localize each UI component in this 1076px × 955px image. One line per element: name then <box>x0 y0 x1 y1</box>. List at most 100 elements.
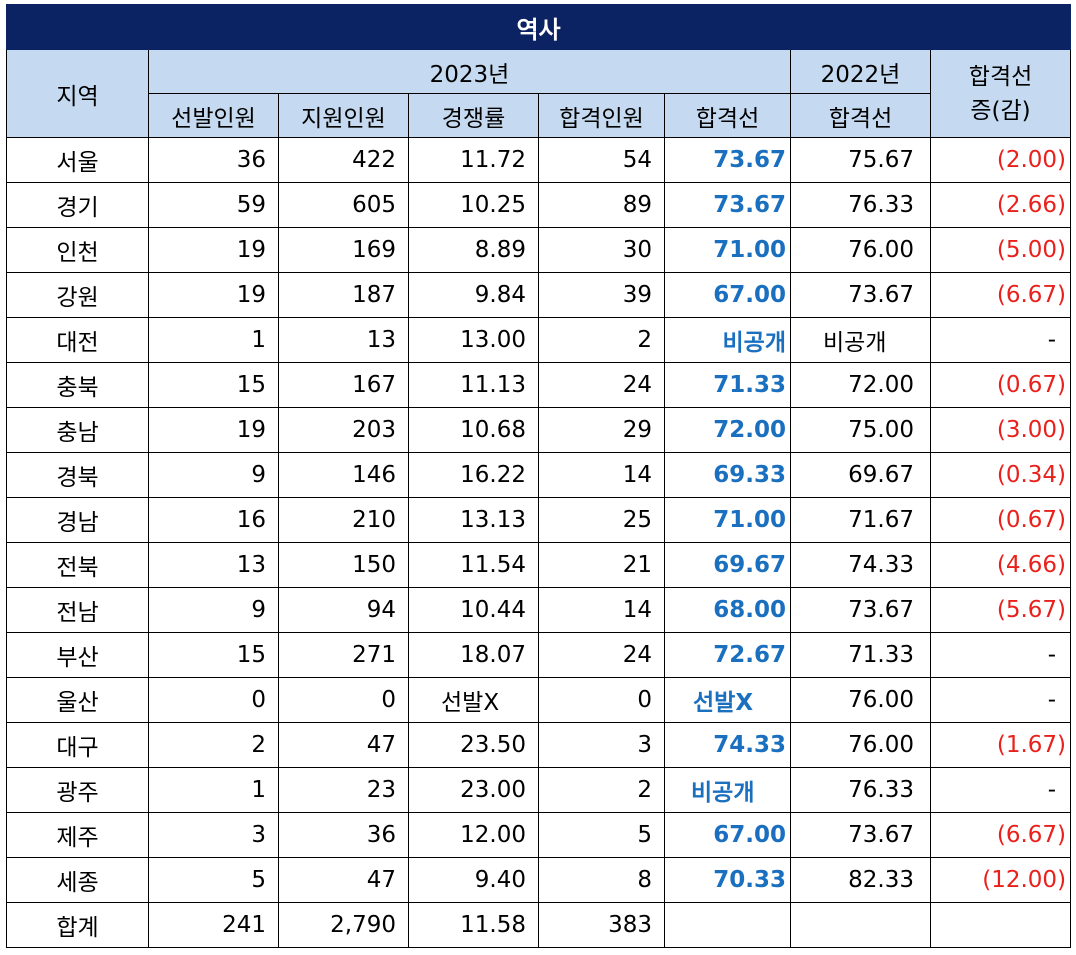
table-row: 서울 36 422 11.72 54 73.67 75.67 (2.00) <box>6 137 1072 183</box>
cell-total-select: 241 <box>148 902 279 948</box>
cell-select: 1 <box>148 317 279 363</box>
cell-pass: 5 <box>538 812 665 858</box>
cell-apply: 146 <box>278 452 409 498</box>
cell-cut: 74.33 <box>664 722 791 768</box>
cell-diff: (1.67) <box>929 722 1072 768</box>
cell-ratio: 23.50 <box>408 722 539 768</box>
cell-select: 2 <box>148 722 279 768</box>
cell-diff: (6.67) <box>929 812 1072 858</box>
cell-region: 전북 <box>6 542 149 588</box>
cell-select: 59 <box>148 182 279 228</box>
cell-region: 경기 <box>6 182 149 228</box>
cell-region: 부산 <box>6 632 149 678</box>
cell-ratio: 10.68 <box>408 407 539 453</box>
table-row: 경남 16 210 13.13 25 71.00 71.67 (0.67) <box>6 497 1072 543</box>
cell-ratio: 선발X <box>408 677 539 723</box>
cell-diff: (12.00) <box>929 857 1072 903</box>
cell-prev-cut: 69.67 <box>790 452 931 498</box>
cell-region: 전남 <box>6 587 149 633</box>
cell-region: 세종 <box>6 857 149 903</box>
cell-apply: 13 <box>278 317 409 363</box>
cell-apply: 203 <box>278 407 409 453</box>
cell-cut: 68.00 <box>664 587 791 633</box>
cell-pass: 14 <box>538 587 665 633</box>
cell-cut: 67.00 <box>664 812 791 858</box>
cell-pass: 3 <box>538 722 665 768</box>
cell-diff: (4.66) <box>929 542 1072 588</box>
cell-prev-cut: 72.00 <box>790 362 931 408</box>
cell-diff: - <box>929 767 1072 813</box>
results-table-container: 역사 지역 2023년 2022년 합격선 증(감) 선발인원 지원인원 경쟁률… <box>5 4 1072 948</box>
cell-region: 제주 <box>6 812 149 858</box>
cell-apply: 605 <box>278 182 409 228</box>
cell-ratio: 13.13 <box>408 497 539 543</box>
cell-diff: (2.66) <box>929 182 1072 228</box>
total-row: 합계 241 2,790 11.58 383 <box>6 902 1072 948</box>
cell-ratio: 9.84 <box>408 272 539 318</box>
cell-apply: 23 <box>278 767 409 813</box>
table-row: 부산 15 271 18.07 24 72.67 71.33 - <box>6 632 1072 678</box>
cell-select: 1 <box>148 767 279 813</box>
cell-diff: - <box>929 317 1072 363</box>
cell-region: 대전 <box>6 317 149 363</box>
table-row: 대전 1 13 13.00 2 비공개 비공개 - <box>6 317 1072 363</box>
cell-apply: 47 <box>278 722 409 768</box>
header-col-pass: 합격인원 <box>538 93 665 138</box>
cell-pass: 14 <box>538 452 665 498</box>
cell-prev-cut: 73.67 <box>790 812 931 858</box>
table-row: 대구 2 47 23.50 3 74.33 76.00 (1.67) <box>6 722 1072 768</box>
cell-diff: (0.67) <box>929 497 1072 543</box>
header-change-line1: 합격선 <box>968 63 1033 90</box>
header-region: 지역 <box>6 49 149 138</box>
header-col-2022-cut: 합격선 <box>790 93 931 138</box>
table-row: 인천 19 169 8.89 30 71.00 76.00 (5.00) <box>6 227 1072 273</box>
cell-region: 충남 <box>6 407 149 453</box>
table-row: 경북 9 146 16.22 14 69.33 69.67 (0.34) <box>6 452 1072 498</box>
cell-ratio: 13.00 <box>408 317 539 363</box>
cell-cut: 69.67 <box>664 542 791 588</box>
table-row: 광주 1 23 23.00 2 비공개 76.33 - <box>6 767 1072 813</box>
table-row: 전남 9 94 10.44 14 68.00 73.67 (5.67) <box>6 587 1072 633</box>
cell-total-empty <box>790 902 931 948</box>
cell-cut: 비공개 <box>664 317 791 363</box>
cell-select: 9 <box>148 452 279 498</box>
cell-region: 울산 <box>6 677 149 723</box>
cell-cut: 72.00 <box>664 407 791 453</box>
cell-cut: 71.00 <box>664 497 791 543</box>
cell-cut: 71.33 <box>664 362 791 408</box>
cell-select: 3 <box>148 812 279 858</box>
cell-apply: 187 <box>278 272 409 318</box>
cell-diff: (5.67) <box>929 587 1072 633</box>
cell-region: 광주 <box>6 767 149 813</box>
cell-region: 충북 <box>6 362 149 408</box>
cell-ratio: 23.00 <box>408 767 539 813</box>
cell-ratio: 11.13 <box>408 362 539 408</box>
cell-total-empty <box>929 902 1072 948</box>
cell-ratio: 9.40 <box>408 857 539 903</box>
cell-total-label: 합계 <box>6 902 149 948</box>
cell-select: 36 <box>148 137 279 183</box>
cell-apply: 167 <box>278 362 409 408</box>
cell-prev-cut: 71.33 <box>790 632 931 678</box>
cell-diff: (3.00) <box>929 407 1072 453</box>
cell-prev-cut: 76.00 <box>790 722 931 768</box>
header-col-ratio: 경쟁률 <box>408 93 539 138</box>
cell-pass: 29 <box>538 407 665 453</box>
cell-region: 인천 <box>6 227 149 273</box>
cell-pass: 24 <box>538 632 665 678</box>
cell-ratio: 12.00 <box>408 812 539 858</box>
cell-total-empty <box>664 902 791 948</box>
results-table: 역사 지역 2023년 2022년 합격선 증(감) 선발인원 지원인원 경쟁률… <box>5 4 1072 948</box>
cell-cut: 비공개 <box>664 767 791 813</box>
table-row: 세종 5 47 9.40 8 70.33 82.33 (12.00) <box>6 857 1072 903</box>
cell-pass: 39 <box>538 272 665 318</box>
cell-pass: 8 <box>538 857 665 903</box>
cell-diff: (0.34) <box>929 452 1072 498</box>
cell-select: 15 <box>148 632 279 678</box>
cell-prev-cut: 75.67 <box>790 137 931 183</box>
cell-diff: - <box>929 632 1072 678</box>
cell-diff: (0.67) <box>929 362 1072 408</box>
header-col-apply: 지원인원 <box>278 93 409 138</box>
cell-select: 9 <box>148 587 279 633</box>
cell-apply: 210 <box>278 497 409 543</box>
